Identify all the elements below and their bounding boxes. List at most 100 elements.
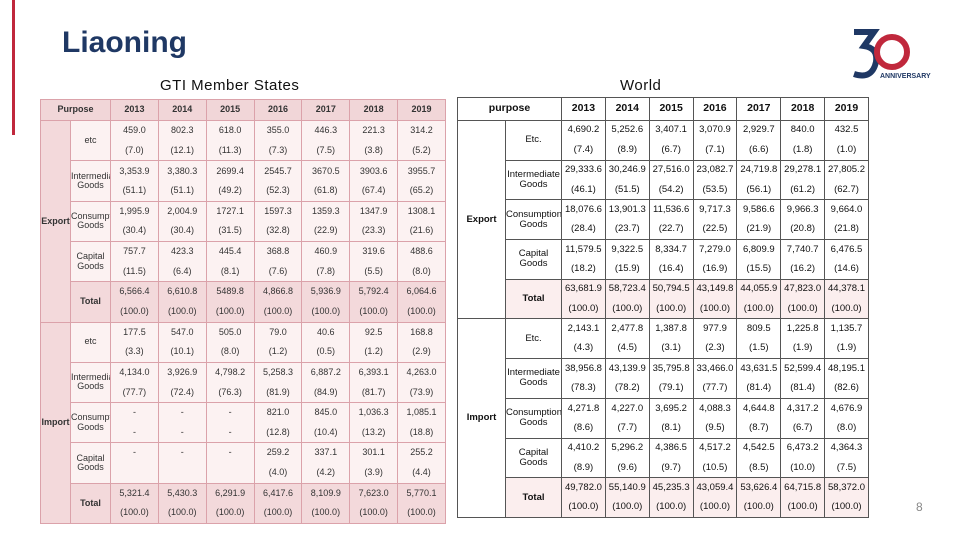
share-cell: (23.3) [349,221,399,242]
share-cell: (11.5) [110,261,159,283]
slide-title: Liaoning [62,26,187,59]
share-cell: (4.4) [397,463,446,484]
share-cell: (6.7) [648,140,694,161]
share-row: (78.3) (78.2) (79.1) (77.7) (81.4) (81.4) (82.… [458,378,869,399]
value-cell: 5,321.4 [110,482,159,504]
value-cell: 38,956.8 [561,358,606,379]
share-cell: (7.5) [824,457,869,479]
header-cell: 2016 [692,97,738,121]
item-label: Capital Goods [504,238,563,280]
value-cell: 314.2 [397,120,446,141]
share-cell: (84.9) [301,382,351,404]
share-cell: (52.3) [253,181,303,202]
value-cell: 4,798.2 [205,361,255,383]
value-cell: 2699.4 [205,160,255,182]
value-row: Intermediate Goods 38,956.8 43,139.9 35,795… [458,358,869,399]
share-cell [110,463,159,484]
value-cell: 45,235.3 [648,477,694,498]
share-cell: (22.9) [301,221,351,242]
share-row: - - - (12.8) (10.4) (13.2) (18.8) [41,422,446,444]
share-cell: (4.3) [561,338,606,360]
share-cell: (10.5) [692,457,738,479]
value-cell: 355.0 [253,120,303,141]
value-cell: 4,134.0 [110,361,159,383]
value-cell: 2,929.7 [736,119,782,141]
share-cell: (100.0) [648,299,694,320]
group-label: Export [40,120,71,323]
value-cell: - [110,402,159,423]
value-cell: 757.7 [110,240,159,262]
value-cell: 618.0 [205,120,255,141]
value-cell: 1359.3 [301,200,351,222]
share-cell: (22.5) [692,219,738,240]
world-table: purpose 2013 2014 2015 2016 2017 2018 2019 Expor… [456,97,869,518]
share-cell: (1.9) [780,338,826,360]
value-cell: 24,719.8 [736,159,782,180]
share-row: (8.6) (7.7) (8.1) (9.5) (8.7) (6.7) (8.0) [458,418,869,439]
value-cell: 5,770.1 [397,482,446,504]
item-label: etc [69,120,112,162]
value-cell: 33,466.0 [692,358,738,379]
value-cell: 319.6 [349,240,399,262]
value-cell: 488.6 [397,240,446,262]
value-cell: 43,059.4 [692,477,738,498]
share-cell: (6.6) [736,140,782,161]
value-row: Capital Goods 757.7 423.3 445.4 368.8 460.9 31… [41,240,446,283]
group-label: Import [457,318,506,518]
value-cell: 5,252.6 [604,119,650,141]
share-cell: (8.9) [561,457,606,479]
share-cell: (7.3) [253,140,303,162]
item-label: Intermediate Goods [69,160,112,202]
item-label: Capital Goods [69,442,112,484]
share-row: (46.1) (51.5) (54.2) (53.5) (56.1) (61.2) (62.… [458,179,869,201]
value-cell: 4,088.3 [692,397,738,419]
item-label: Consumption Goods [69,402,112,444]
value-cell: 337.1 [301,442,351,464]
share-row: (4.0) (4.2) (3.9) (4.4) [41,463,446,484]
share-cell: (51.1) [110,181,159,202]
share-cell: (1.9) [824,338,869,360]
value-cell: 79.0 [253,321,303,343]
value-cell: 445.4 [205,240,255,262]
value-cell: 1,995.9 [110,200,159,222]
share-row: (100.0) (100.0) (100.0) (100.0) (100.0) (100.… [41,301,446,323]
value-row: Intermediate Goods3,353.93,380.32699.425… [41,160,446,202]
value-cell: - [157,442,207,464]
value-row: Import Etc. 2,143.1 2,477.8 1,387.8 977.9 809.… [457,318,869,518]
value-cell: 7,740.7 [780,238,826,260]
header-cell: 2014 [604,97,650,121]
share-cell: (9.5) [692,418,738,439]
share-cell: (16.4) [648,259,694,280]
share-cell: (100.0) [349,301,399,323]
value-row: Export etc 459.0 802.3 618.0 355.0 446.3 221.3 3… [40,120,446,323]
share-cell: (53.5) [692,179,738,201]
value-cell: 802.3 [157,120,207,141]
share-cell: (8.7) [736,418,782,439]
share-cell: (15.5) [736,259,782,280]
value-cell: 30,246.9 [604,159,650,180]
value-cell: 977.9 [692,318,738,339]
value-cell: 6,393.1 [349,361,399,383]
share-cell: (4.0) [253,463,303,484]
header-cell: 2015 [205,98,255,122]
share-cell: (1.8) [780,140,826,161]
value-cell: 2545.7 [253,160,303,182]
item-label: Total [504,477,563,518]
value-cell: 4,227.0 [604,397,650,419]
share-cell: (76.3) [205,382,255,404]
share-cell: (12.8) [253,422,303,444]
value-cell: 53,626.4 [736,477,782,498]
value-row: Consumption Goods 18,076.6 13,901.3 11,536.… [458,199,869,240]
value-cell: 8,109.9 [301,482,351,504]
share-cell: (100.0) [561,299,606,320]
share-row: (7.4) (8.9) (6.7) (7.1) (6.6) (1.8) (1.0) [458,140,869,161]
value-cell: 1308.1 [397,200,446,222]
share-cell: (61.2) [780,179,826,201]
value-cell: 460.9 [301,240,351,262]
value-cell: 40.6 [301,321,351,343]
share-cell: (16.2) [780,259,826,280]
value-row: Capital Goods 11,579.5 9,322.5 8,334.7 7,279… [458,238,869,280]
value-cell: 29,278.1 [780,159,826,180]
share-cell: (100.0) [349,503,399,525]
share-cell: (10.0) [780,457,826,479]
